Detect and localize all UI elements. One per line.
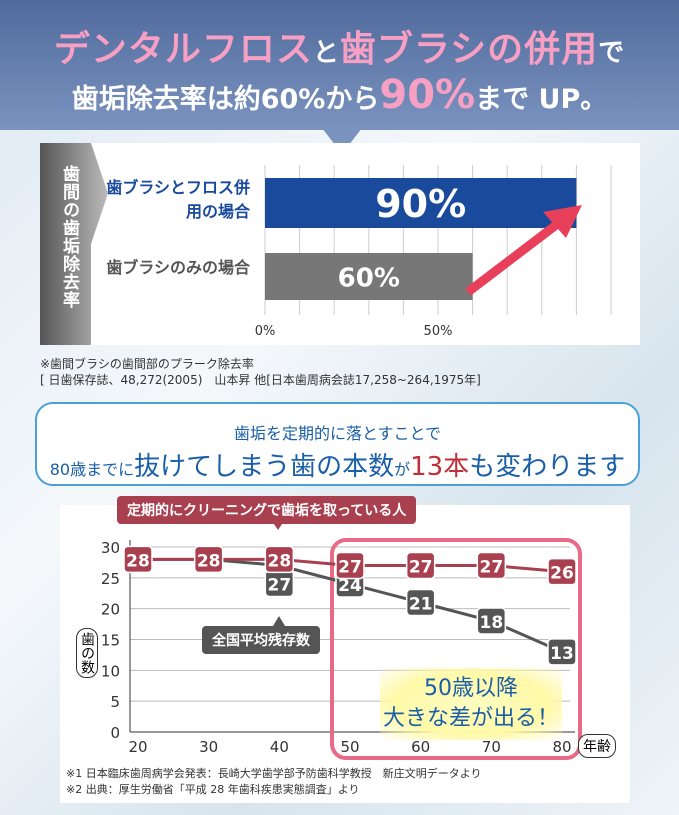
x-tick-label: 80 bbox=[552, 738, 571, 756]
y-tick-label: 15 bbox=[101, 632, 120, 650]
data-point-marker bbox=[193, 545, 224, 574]
y-tick-label: 20 bbox=[101, 601, 120, 619]
data-label: 27 bbox=[338, 558, 362, 578]
data-point-marker bbox=[476, 551, 507, 580]
headline-part: 歯ブラシの併用 bbox=[339, 29, 599, 70]
data-label: 27 bbox=[409, 558, 433, 578]
x-tick-label: 70 bbox=[482, 738, 501, 756]
bar bbox=[265, 253, 473, 300]
y-tick-label: 25 bbox=[101, 570, 120, 588]
data-point-marker bbox=[264, 545, 295, 574]
data-point-marker bbox=[476, 607, 507, 635]
footnote-source: ※歯間ブラシの歯間部のプラーク除去率 [ 日歯保存誌、48,272(2005) 山… bbox=[40, 356, 481, 388]
message-line1: 歯垢を定期的に落とすことで bbox=[233, 424, 442, 443]
message-part: 抜けてしまう歯の本数 bbox=[134, 452, 395, 482]
x-tick-label: 40 bbox=[270, 738, 289, 756]
x-tick-label: 20 bbox=[128, 738, 147, 756]
x-tick-label: 50 bbox=[340, 738, 359, 756]
y-axis-label: 歯の数 bbox=[76, 628, 98, 678]
data-point-marker bbox=[405, 551, 436, 580]
headline-part: と bbox=[312, 38, 340, 68]
message-part: 13本 bbox=[410, 452, 470, 482]
headline-part: まで UP。 bbox=[475, 84, 608, 115]
data-label: 21 bbox=[409, 595, 433, 615]
data-point-marker bbox=[123, 545, 153, 574]
footnote-line: [ 日歯保存誌、48,272(2005) 山本昇 他[日本歯周病会誌17,258… bbox=[40, 373, 481, 387]
headline-part: 歯垢除去率は約60%から bbox=[71, 84, 380, 115]
side-label-text: 歯間の歯垢除去率 bbox=[59, 165, 79, 309]
bar-label-combined: 歯ブラシとフロス併用の場合 bbox=[106, 178, 250, 221]
y-tick-label: 30 bbox=[101, 539, 120, 557]
x-axis-label: 年齢 bbox=[578, 734, 616, 758]
series-label-cleaning: 定期的にクリーニングで歯垢を取っている人 bbox=[117, 496, 417, 524]
y-tick-label: 5 bbox=[110, 693, 120, 711]
arrow-head bbox=[543, 205, 582, 238]
callout-box: 50歳以降大きな差が出る！ bbox=[380, 668, 562, 740]
data-label: 27 bbox=[267, 576, 291, 596]
data-label: 24 bbox=[338, 576, 362, 596]
message-part: が bbox=[394, 460, 411, 479]
bar-label-brush-only: 歯ブラシのみの場合 bbox=[106, 258, 250, 277]
callout-line: 50歳以降 bbox=[424, 676, 518, 701]
x-tick-label: 30 bbox=[199, 738, 218, 756]
y-tick-label: 10 bbox=[101, 662, 120, 680]
x-tick-label: 60 bbox=[411, 738, 430, 756]
message-box: 歯垢を定期的に落とすことで 80歳までに抜けてしまう歯の本数が13本も変わります bbox=[35, 402, 640, 486]
header-banner bbox=[0, 0, 679, 130]
x-tick-label: 0% bbox=[255, 324, 276, 339]
data-label: 26 bbox=[550, 564, 574, 584]
data-point-marker bbox=[335, 551, 365, 580]
message-part: 80歳までに bbox=[49, 460, 135, 479]
message-line2: 80歳までに抜けてしまう歯の本数が13本も変わります bbox=[37, 446, 638, 483]
footnote-line: ※2 出典：厚生労働省「平成 28 年歯科疾患実態調査」より bbox=[66, 783, 360, 796]
series-label-pointer bbox=[273, 616, 285, 626]
data-point-marker bbox=[405, 588, 436, 617]
data-point-marker bbox=[547, 638, 577, 666]
bar-value-label: 60% bbox=[338, 264, 400, 294]
callout-line: 大きな差が出る！ bbox=[382, 706, 559, 731]
message-part: も変わります bbox=[469, 452, 626, 482]
data-label: 27 bbox=[479, 558, 503, 578]
headline-part: デンタルフロス bbox=[53, 29, 313, 70]
footnote-line: ※1 日本臨床歯周病学会発表：長崎大学歯学部予防歯科学教授 新庄文明データより bbox=[66, 767, 482, 780]
x-tick-label: 50% bbox=[424, 324, 453, 339]
data-label: 13 bbox=[550, 644, 574, 664]
y-tick-label: 0 bbox=[110, 724, 120, 742]
series-label-average: 全国平均残存数 bbox=[202, 626, 320, 654]
headline-line2: 歯垢除去率は約60%から90%まで UP。 bbox=[0, 72, 679, 118]
highlight-frame bbox=[330, 538, 582, 760]
bar bbox=[265, 178, 577, 228]
data-label: 18 bbox=[479, 613, 503, 633]
data-label: 28 bbox=[267, 551, 291, 571]
bar-chart-panel bbox=[40, 143, 640, 345]
bar-value-label: 90% bbox=[375, 182, 466, 226]
footnote-line: ※歯間ブラシの歯間部のプラーク除去率 bbox=[40, 357, 254, 371]
headline-part: で bbox=[598, 38, 626, 68]
headline-part: 90% bbox=[379, 72, 476, 118]
data-label: 28 bbox=[197, 551, 221, 571]
data-label: 28 bbox=[126, 551, 150, 571]
data-point-marker bbox=[547, 557, 577, 586]
headline-line1: デンタルフロスと歯ブラシの併用で bbox=[0, 20, 679, 72]
arrow-shaft bbox=[465, 218, 563, 296]
footnote-data: ※1 日本臨床歯周病学会発表：長崎大学歯学部予防歯科学教授 新庄文明データより ※… bbox=[66, 766, 482, 798]
bar-chart: 0% 50% 90% 60% bbox=[255, 165, 612, 339]
